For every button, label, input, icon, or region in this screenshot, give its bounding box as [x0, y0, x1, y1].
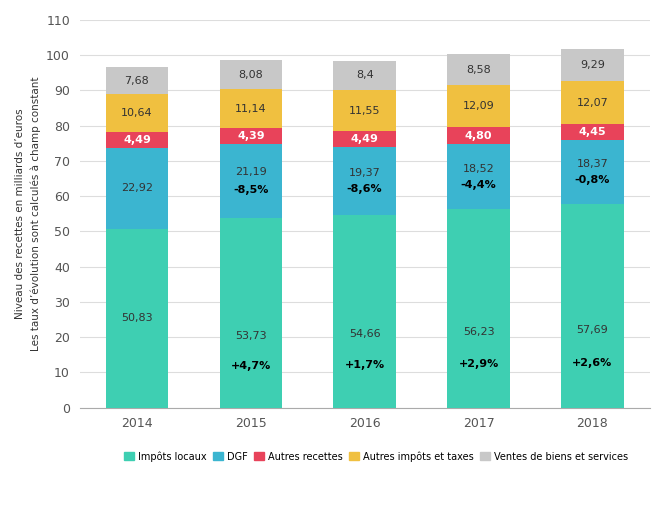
Text: 4,45: 4,45 [578, 127, 606, 137]
Text: 8,4: 8,4 [356, 71, 374, 80]
Text: 8,08: 8,08 [238, 70, 263, 80]
Text: 12,07: 12,07 [576, 98, 608, 108]
Text: +2,9%: +2,9% [458, 359, 499, 369]
Bar [105, 68, 168, 94]
Bar [105, 132, 168, 148]
Text: -0,8%: -0,8% [574, 175, 610, 185]
Bar [219, 89, 282, 128]
Bar [561, 81, 623, 124]
Text: +2,6%: +2,6% [572, 358, 613, 368]
Text: 22,92: 22,92 [121, 183, 153, 193]
Bar [447, 84, 510, 127]
Text: 18,37: 18,37 [576, 159, 608, 169]
Bar [219, 60, 282, 89]
Y-axis label: Niveau des recettes en milliards d’euros
Les taux d’évolution sont calculés à ch: Niveau des recettes en milliards d’euros… [15, 77, 41, 351]
Text: 18,52: 18,52 [462, 164, 495, 174]
Text: +4,7%: +4,7% [231, 361, 271, 371]
Text: 21,19: 21,19 [235, 167, 266, 177]
Text: -8,6%: -8,6% [347, 184, 382, 194]
Bar [447, 209, 510, 408]
Text: 4,49: 4,49 [123, 135, 151, 145]
Bar [333, 60, 396, 90]
Bar [333, 90, 396, 131]
Bar [561, 124, 623, 140]
Bar [333, 131, 396, 147]
Text: 19,37: 19,37 [349, 168, 380, 178]
Bar [447, 54, 510, 84]
Text: -4,4%: -4,4% [461, 180, 497, 189]
Text: 53,73: 53,73 [235, 331, 266, 340]
Text: 11,55: 11,55 [349, 105, 380, 116]
Text: -8,5%: -8,5% [233, 185, 268, 195]
Bar [105, 94, 168, 132]
Text: 4,80: 4,80 [465, 131, 493, 141]
Text: 4,49: 4,49 [351, 134, 378, 144]
Bar [219, 144, 282, 218]
Text: 50,83: 50,83 [121, 313, 153, 323]
Bar [447, 127, 510, 144]
Text: 8,58: 8,58 [466, 65, 491, 75]
Text: 7,68: 7,68 [125, 76, 150, 86]
Text: 54,66: 54,66 [349, 329, 380, 339]
Bar [333, 215, 396, 408]
Bar [105, 148, 168, 228]
Bar [447, 144, 510, 209]
Bar [219, 218, 282, 408]
Text: 10,64: 10,64 [121, 108, 153, 118]
Bar [105, 228, 168, 408]
Bar [561, 140, 623, 204]
Text: +1,7%: +1,7% [345, 360, 384, 370]
Text: 57,69: 57,69 [576, 326, 608, 335]
Bar [333, 147, 396, 215]
Bar [219, 128, 282, 144]
Text: 11,14: 11,14 [235, 103, 266, 114]
Text: 56,23: 56,23 [463, 327, 495, 337]
Bar [561, 49, 623, 81]
Bar [561, 204, 623, 408]
Text: 12,09: 12,09 [462, 101, 495, 111]
Text: 9,29: 9,29 [580, 60, 605, 70]
Legend: Impôts locaux, DGF, Autres recettes, Autres impôts et taxes, Ventes de biens et : Impôts locaux, DGF, Autres recettes, Aut… [120, 447, 632, 466]
Text: 4,39: 4,39 [237, 131, 264, 141]
